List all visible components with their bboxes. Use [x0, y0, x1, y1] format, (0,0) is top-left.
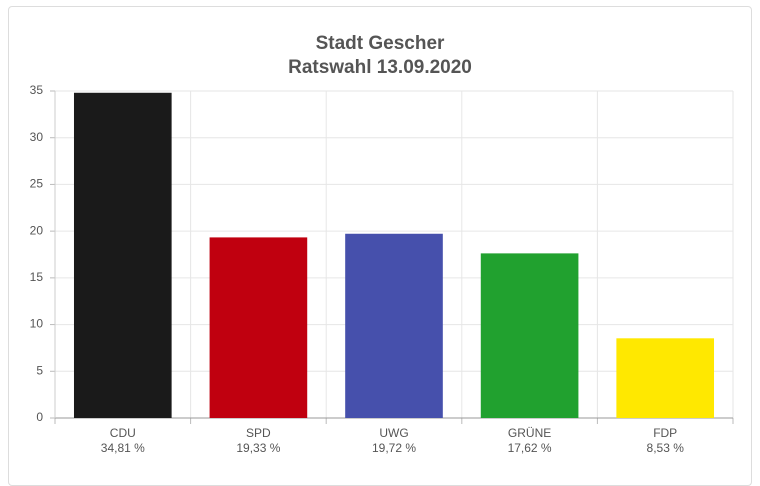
value-label: 17,62 %: [508, 441, 552, 455]
y-tick-label: 25: [30, 177, 44, 191]
bar: [480, 253, 579, 418]
x-tick-label: GRÜNE: [508, 426, 551, 440]
bar: [73, 92, 172, 418]
value-label: 19,72 %: [372, 441, 416, 455]
bar: [345, 233, 443, 418]
x-tick-label: SPD: [246, 426, 271, 440]
y-tick-label: 30: [30, 130, 44, 144]
value-label: 19,33 %: [236, 441, 280, 455]
chart-subtitle: Ratswahl 13.09.2020: [288, 57, 472, 78]
bar: [209, 237, 308, 418]
bar: [616, 338, 715, 418]
y-tick-label: 10: [30, 317, 44, 331]
y-tick-label: 35: [30, 83, 44, 97]
y-tick-label: 20: [30, 223, 44, 237]
page: {"chart_data": {"type": "bar", "title": …: [8, 6, 752, 486]
x-tick-label: FDP: [653, 426, 677, 440]
chart-title: Stadt Gescher: [316, 33, 445, 54]
value-label: 34,81 %: [101, 441, 145, 455]
y-tick-label: 0: [36, 410, 43, 424]
x-tick-label: CDU: [110, 426, 136, 440]
chart: Stadt Gescher Ratswahl 13.09.2020 0 5 10 15…: [30, 33, 734, 455]
y-tick-label: 5: [36, 363, 43, 377]
value-label: 8,53 %: [647, 441, 685, 455]
y-tick-label: 15: [30, 270, 44, 284]
x-tick-label: UWG: [379, 426, 408, 440]
